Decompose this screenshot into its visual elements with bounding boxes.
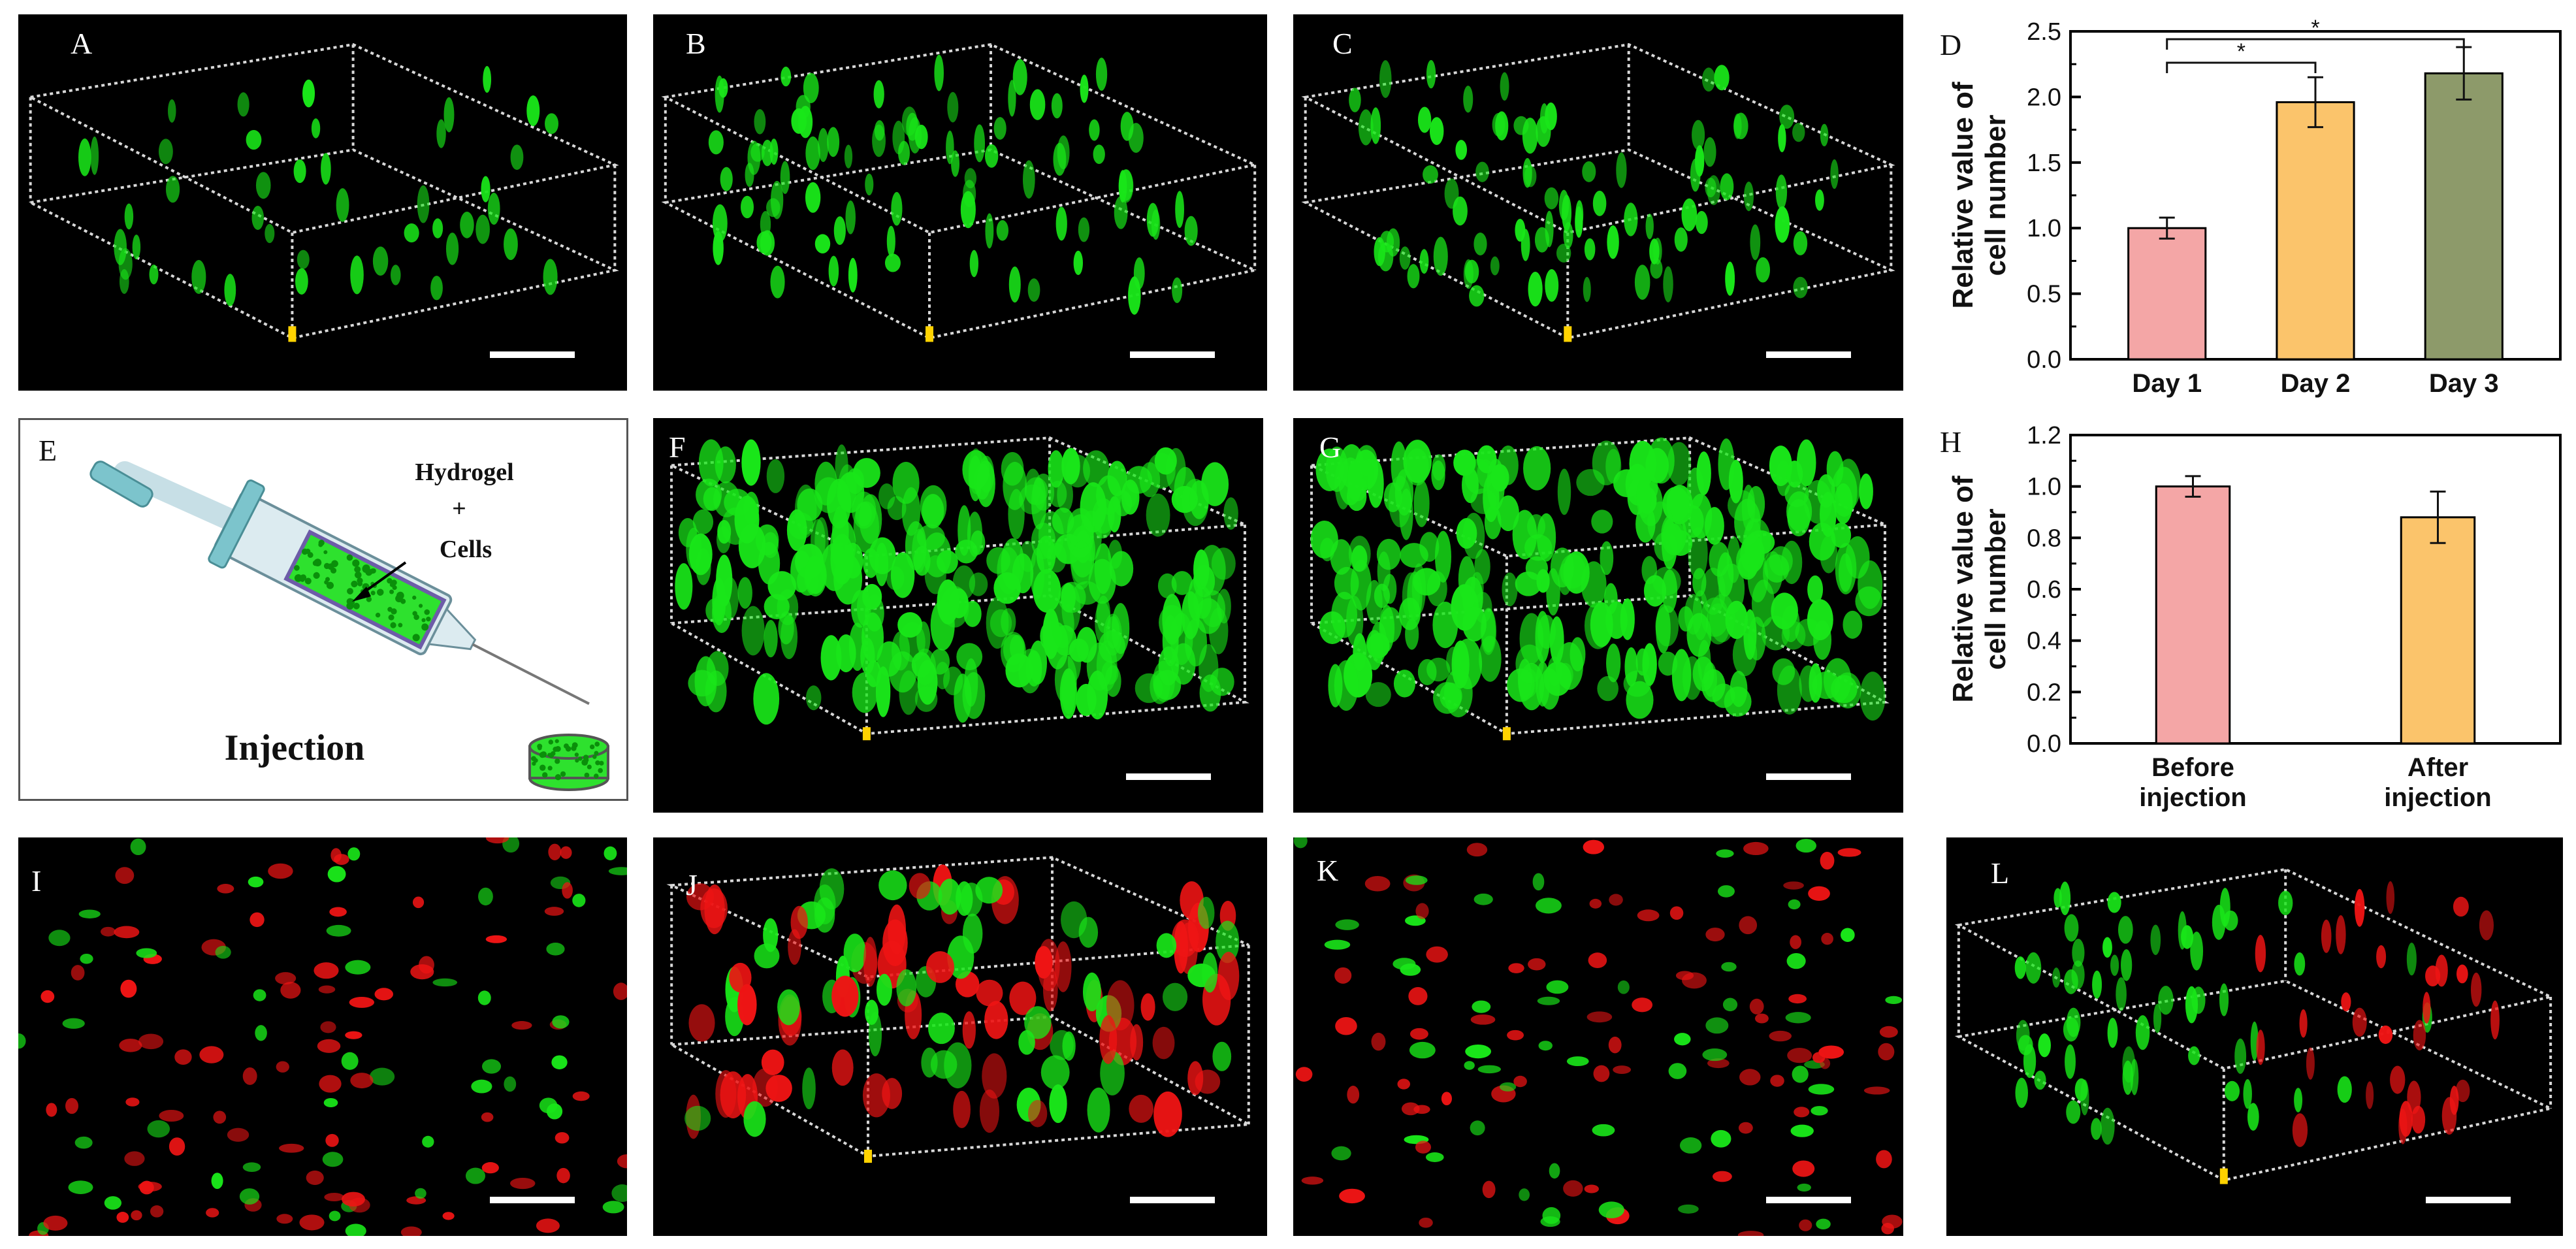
micrograph-image xyxy=(1954,868,2555,1203)
y-tick-label: 2.5 xyxy=(2027,18,2061,46)
x-tick-label: Day 1 xyxy=(2132,369,2202,398)
bar xyxy=(2400,516,2476,745)
panel-h-label: H xyxy=(1940,425,1962,459)
micrograph-image xyxy=(666,856,1253,1203)
significance-bracket xyxy=(2166,61,2317,73)
panel-c-label: C xyxy=(1332,27,1353,60)
panel-f-micrograph: F xyxy=(653,418,1263,813)
micrograph-image xyxy=(1306,436,1890,780)
panel-l-micrograph: L xyxy=(1946,837,2563,1236)
micrograph-image xyxy=(1301,43,1895,358)
y-tick-label: 0.4 xyxy=(2027,628,2061,655)
panel-b-micrograph: B xyxy=(653,14,1267,391)
bar xyxy=(2155,485,2231,745)
significance-star: * xyxy=(2311,16,2319,41)
panel-b-label: B xyxy=(686,27,706,60)
injection-text: Injection xyxy=(225,728,365,768)
y-axis-label: cell number xyxy=(1980,115,2012,276)
y-tick-label: 1.0 xyxy=(2027,474,2061,501)
y-tick-label: 0.6 xyxy=(2027,576,2061,604)
panel-k-label: K xyxy=(1317,854,1339,887)
panel-g-label: G xyxy=(1319,430,1342,464)
panel-i-micrograph: I xyxy=(18,837,627,1236)
panel-a-micrograph: A xyxy=(18,14,627,391)
panel-i-label: I xyxy=(31,864,42,898)
panel-j-micrograph: J xyxy=(653,837,1267,1236)
panel-e-label: E xyxy=(39,434,57,467)
panel-d-chart: D 0.0 0.5 1.0 1.5 2.0 2.5 Day 1 Day 2 Day 3 Relat… xyxy=(1927,13,2573,398)
panel-l-label: L xyxy=(1991,856,2010,890)
y-tick-label: 1.2 xyxy=(2027,422,2061,449)
y-tick-label: 0.5 xyxy=(2027,281,2061,308)
x-tick-label: injection xyxy=(2384,783,2491,812)
panel-a-label: A xyxy=(71,27,93,60)
panel-g-micrograph: G xyxy=(1293,418,1903,813)
micrograph-image xyxy=(1293,837,1903,1236)
panel-h-chart: H 0.0 0.2 0.4 0.6 0.8 1.0 1.2 Before injection Af… xyxy=(1927,415,2573,820)
y-tick-label: 0.2 xyxy=(2027,679,2061,706)
panel-d-label: D xyxy=(1940,28,1962,61)
y-tick-label: 0.0 xyxy=(2027,346,2061,374)
panel-j-label: J xyxy=(686,868,698,901)
panel-e-schematic: E Hydrogel + Cells xyxy=(18,418,628,801)
syringe-illustration xyxy=(89,461,609,791)
x-tick-label: injection xyxy=(2139,783,2246,812)
micrograph-image xyxy=(661,43,1259,358)
cells-text: Cells xyxy=(440,536,492,563)
y-axis-label: Relative value of xyxy=(1947,476,1979,703)
x-tick-label: Day 3 xyxy=(2429,369,2499,398)
micrograph-image xyxy=(18,837,627,1236)
panel-f-label: F xyxy=(669,430,686,464)
bar xyxy=(2127,227,2207,361)
y-tick-label: 0.8 xyxy=(2027,525,2061,552)
significance-bracket xyxy=(2166,38,2465,50)
panel-k-micrograph: K xyxy=(1293,837,1903,1236)
micrograph-image xyxy=(666,436,1249,780)
x-tick-label: Before xyxy=(2151,753,2234,782)
y-axis-label: Relative value of xyxy=(1947,82,1979,309)
bar xyxy=(2276,101,2355,361)
plot-frame xyxy=(2069,434,2562,745)
x-tick-label: After xyxy=(2407,753,2468,782)
plus-text: + xyxy=(452,495,466,523)
micrograph-image xyxy=(26,43,619,358)
x-tick-label: Day 2 xyxy=(2281,369,2351,398)
panel-c-micrograph: C xyxy=(1293,14,1903,391)
y-tick-label: 2.0 xyxy=(2027,84,2061,111)
y-tick-label: 1.5 xyxy=(2027,150,2061,177)
significance-star: * xyxy=(2237,39,2246,64)
y-tick-label: 1.0 xyxy=(2027,215,2061,242)
hydrogel-text: Hydrogel xyxy=(415,459,513,486)
bar xyxy=(2424,72,2504,361)
y-tick-label: 0.0 xyxy=(2027,730,2061,758)
y-axis-label: cell number xyxy=(1980,509,2012,670)
